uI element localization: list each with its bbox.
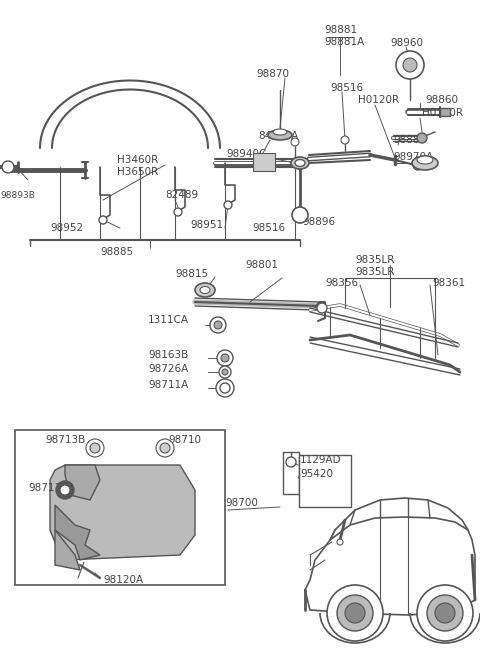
Text: 98870: 98870	[256, 69, 289, 79]
Bar	[253, 153, 275, 171]
Text: 84173A: 84173A	[258, 131, 298, 141]
Polygon shape	[55, 530, 80, 570]
Text: 98516: 98516	[330, 83, 363, 93]
Text: 98952: 98952	[50, 223, 83, 233]
Text: 98163B: 98163B	[148, 350, 188, 360]
Bar	[283, 452, 299, 494]
Ellipse shape	[273, 129, 287, 135]
Circle shape	[174, 208, 182, 216]
Circle shape	[60, 485, 70, 495]
Text: 98713B: 98713B	[45, 435, 85, 445]
Circle shape	[317, 303, 327, 313]
Text: 98885: 98885	[100, 247, 133, 257]
Circle shape	[56, 481, 74, 499]
Circle shape	[220, 383, 230, 393]
Circle shape	[345, 603, 365, 623]
Circle shape	[403, 58, 417, 72]
Text: 95420: 95420	[300, 469, 333, 479]
Text: 98960: 98960	[390, 38, 423, 48]
Circle shape	[292, 207, 308, 223]
Ellipse shape	[412, 156, 438, 170]
Circle shape	[2, 161, 14, 173]
Circle shape	[217, 350, 233, 366]
Polygon shape	[55, 505, 100, 560]
Text: H0120R: H0120R	[358, 95, 399, 105]
Text: 98726A: 98726A	[148, 364, 188, 374]
Text: 98516: 98516	[252, 223, 285, 233]
Text: H3460R: H3460R	[117, 155, 158, 165]
Ellipse shape	[417, 156, 433, 164]
Text: 9835LR: 9835LR	[355, 255, 395, 265]
Bar	[299, 455, 351, 507]
Circle shape	[337, 595, 373, 631]
Circle shape	[210, 317, 226, 333]
Text: 98120A: 98120A	[103, 575, 143, 585]
Bar	[15, 430, 225, 585]
Text: 98881: 98881	[324, 25, 357, 35]
Circle shape	[160, 443, 170, 453]
Ellipse shape	[268, 130, 292, 140]
Circle shape	[417, 585, 473, 641]
Text: 1311CA: 1311CA	[148, 315, 189, 325]
Circle shape	[222, 369, 228, 375]
Text: H3650R: H3650R	[117, 167, 158, 177]
Text: 98361: 98361	[432, 278, 465, 288]
Text: 98700: 98700	[225, 498, 258, 508]
Ellipse shape	[200, 286, 210, 293]
Text: 98711B: 98711B	[28, 483, 68, 493]
Text: 98940C: 98940C	[226, 149, 266, 159]
Circle shape	[224, 201, 232, 209]
Circle shape	[337, 539, 343, 545]
Circle shape	[99, 216, 107, 224]
Circle shape	[221, 354, 229, 362]
Text: 98951: 98951	[190, 220, 223, 230]
Circle shape	[327, 585, 383, 641]
Text: 98356: 98356	[325, 278, 358, 288]
Text: 98860: 98860	[425, 95, 458, 105]
Polygon shape	[50, 465, 195, 560]
Circle shape	[216, 379, 234, 397]
Circle shape	[291, 138, 299, 146]
Text: 98710: 98710	[168, 435, 201, 445]
Ellipse shape	[195, 283, 215, 297]
Ellipse shape	[295, 160, 305, 166]
Circle shape	[86, 439, 104, 457]
Text: 82489: 82489	[165, 190, 198, 200]
Text: 98881A: 98881A	[324, 37, 364, 47]
Text: 9835LR: 9835LR	[355, 267, 395, 277]
Text: 98711A: 98711A	[148, 380, 188, 390]
Circle shape	[341, 136, 349, 144]
Circle shape	[156, 439, 174, 457]
Text: 1129AD: 1129AD	[300, 455, 342, 465]
Circle shape	[286, 457, 296, 467]
Ellipse shape	[291, 157, 309, 169]
Text: 98896: 98896	[302, 217, 335, 227]
Text: 98970A: 98970A	[393, 152, 433, 162]
Circle shape	[219, 366, 231, 378]
Text: 98815: 98815	[175, 269, 208, 279]
Text: 98801: 98801	[245, 260, 278, 270]
Text: H0100R: H0100R	[422, 108, 463, 118]
Circle shape	[90, 443, 100, 453]
Polygon shape	[65, 465, 100, 500]
Circle shape	[427, 595, 463, 631]
Circle shape	[396, 51, 424, 79]
Circle shape	[417, 133, 427, 143]
Bar	[440, 108, 450, 116]
Text: 98886: 98886	[393, 135, 426, 145]
Circle shape	[214, 321, 222, 329]
Text: 98893B: 98893B	[0, 191, 35, 200]
Circle shape	[413, 160, 423, 170]
Circle shape	[435, 603, 455, 623]
